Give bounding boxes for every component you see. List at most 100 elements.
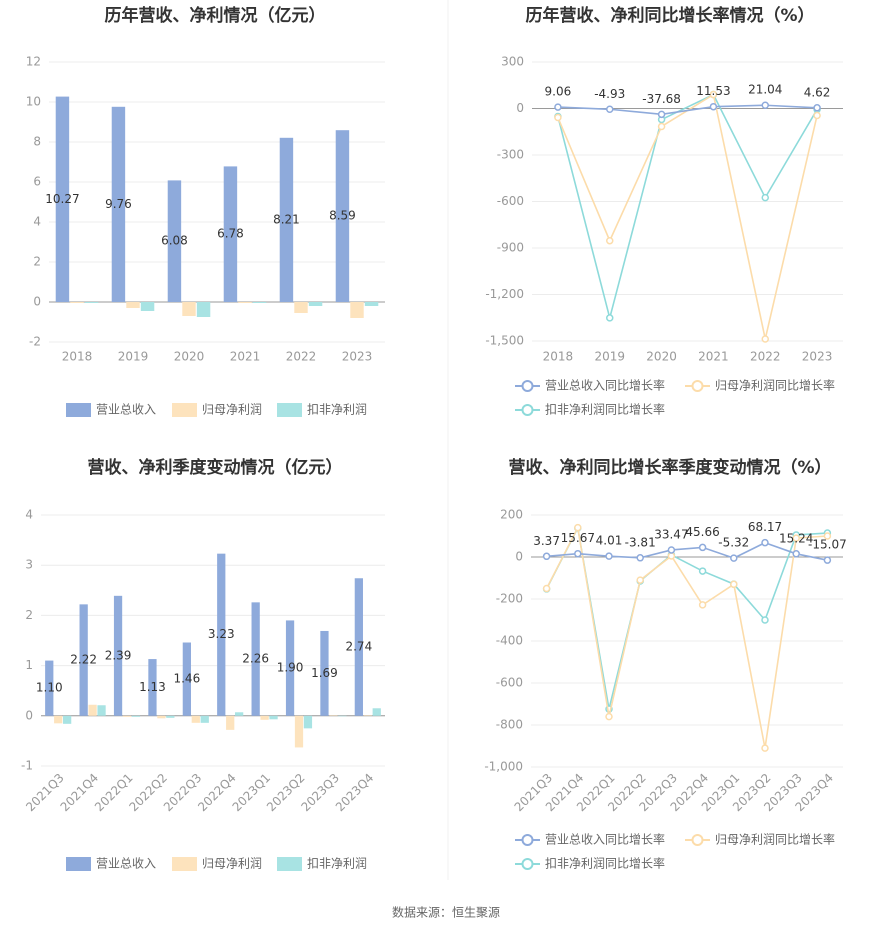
data-label: 33.47 [654,527,688,541]
point [606,314,614,322]
bar [294,302,308,313]
data-label: -3.81 [625,535,656,549]
bar [200,715,209,723]
bar [329,715,338,716]
bar [279,137,294,302]
legend-label: 归母净利润同比增长率 [715,832,835,847]
y-tick-label: 8 [33,135,41,149]
bar [354,578,363,716]
point [698,601,707,609]
legend-label: 营业总收入 [96,857,156,871]
point [542,584,551,593]
legend-swatch [521,380,534,392]
bar [88,704,97,716]
bar [63,715,72,724]
data-label: -5.32 [718,536,749,550]
bar [148,659,157,716]
bar [269,715,278,720]
legend-swatch [521,404,534,416]
y-tick-label: 300 [501,55,524,69]
chart-title: 历年营收、净利同比增长率情况（%） [525,5,814,26]
y-tick-label: 1 [25,658,33,672]
y-tick-label: -1,200 [485,287,524,301]
point [813,104,821,112]
bar [252,302,267,303]
x-tick-label: 2021 [230,350,261,364]
y-tick-label: -600 [497,194,524,208]
y-tick-label: 6 [33,175,41,189]
point [761,616,769,624]
bar [364,302,379,306]
point [730,580,738,589]
y-tick-label: -1 [21,759,33,773]
bar [372,708,381,716]
legend-swatch [66,857,91,871]
y-tick-label: -2 [29,335,41,349]
legend-label: 扣非净利润 [307,857,367,871]
data-label: 8.59 [329,209,356,223]
series-line [557,104,818,116]
bar [140,302,155,311]
bar [308,302,323,306]
point [605,712,613,721]
bar [79,604,88,716]
y-tick-label: 3 [25,558,33,572]
x-tick-label: 2022 [286,350,317,364]
point [813,111,821,120]
x-tick-label: 2023 [342,350,373,364]
legend-swatch [172,857,197,871]
x-tick-label: 2022 [750,350,781,364]
data-label: 6.78 [217,227,244,241]
x-tick-label: 2018 [62,350,93,364]
point [761,744,769,752]
legend-swatch [172,403,197,417]
y-tick-label: -300 [497,148,524,162]
point [792,550,800,558]
point [554,103,562,111]
bar [113,595,123,716]
y-tick-label: -200 [496,592,523,606]
legend-label: 扣非净利润同比增长率 [545,402,665,417]
point [636,554,644,562]
bar [196,302,211,317]
legend-swatch [521,858,534,870]
y-tick-label: 12 [26,55,41,69]
bar [70,302,84,303]
y-tick-label: -800 [496,718,523,732]
point [709,102,718,111]
data-label: 1.10 [36,681,63,695]
legend-label: 扣非净利润同比增长率 [545,856,665,871]
series-line [545,525,828,749]
data-label: 68.17 [748,520,782,534]
bar [338,715,347,717]
y-tick-label: -900 [497,241,524,255]
y-tick-label: -400 [496,634,523,648]
data-label: 3.37 [533,534,560,548]
y-tick-label: 4 [25,508,33,522]
y-tick-label: 0 [33,295,41,309]
point [574,549,582,558]
bar [251,602,260,716]
bar [363,715,372,716]
bar [320,630,329,716]
point [792,534,800,542]
y-tick-label: -600 [496,676,523,690]
legend-label: 归母净利润 [202,403,262,417]
bar [223,166,238,302]
bar [55,96,70,302]
series-line [546,541,828,561]
bar [122,715,132,717]
point [554,113,562,122]
data-label: -37.68 [642,92,681,106]
data-label: 15.24 [779,531,813,545]
y-tick-label: 0 [516,101,524,115]
legend-swatch [691,380,704,392]
y-tick-label: 10 [26,95,41,109]
bar [238,302,252,303]
bar [217,553,226,716]
point [606,105,614,114]
data-label: 6.08 [161,234,188,248]
bar [191,715,200,723]
x-tick-label: 2023 [802,350,833,364]
data-label: -4.93 [594,87,625,101]
